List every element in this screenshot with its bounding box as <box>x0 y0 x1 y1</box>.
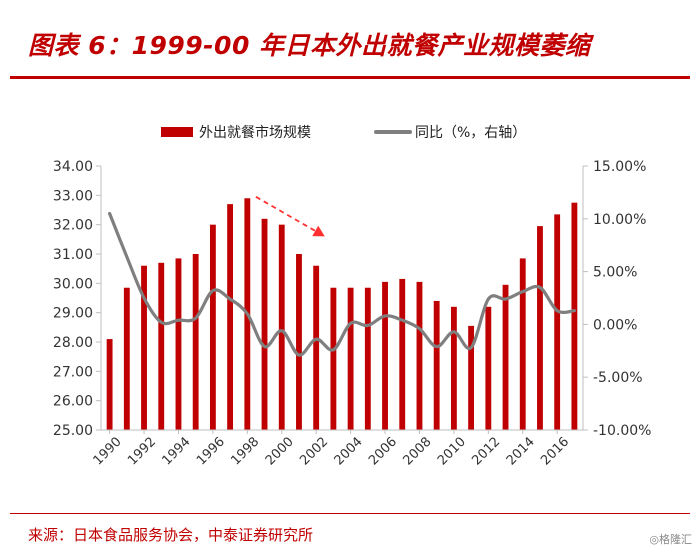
legend-bar-swatch <box>161 127 193 137</box>
x-tick-label: 1996 <box>194 434 228 468</box>
bar-2016 <box>554 214 561 430</box>
y-right-tick-label: 0.00% <box>593 317 637 333</box>
x-tick-label: 1992 <box>125 434 159 468</box>
axes-group <box>100 166 584 431</box>
x-tick-label: 1990 <box>91 434 125 468</box>
x-tick-label: 2004 <box>332 434 366 468</box>
watermark: ◎格隆汇 <box>649 533 692 546</box>
x-tick-label: 2008 <box>401 434 435 468</box>
page-title: 图表 6：1999-00 年日本外出就餐产业规模萎缩 <box>28 31 591 60</box>
x-tick-label: 2012 <box>469 434 503 468</box>
y-left-tick-label: 28.00 <box>53 335 93 351</box>
bar-2001 <box>296 254 302 430</box>
bar-1995 <box>192 254 199 430</box>
bar-1991 <box>123 287 130 430</box>
legend-bar-label: 外出就餐市场规模 <box>199 124 311 141</box>
x-tick-label: 1998 <box>228 434 262 468</box>
trend-arrow-head <box>312 225 325 237</box>
footer-divider <box>10 513 690 514</box>
x-tick-label: 2006 <box>366 434 400 468</box>
bar-1992 <box>141 265 147 430</box>
bar-2005 <box>364 287 371 430</box>
y-right-tick-label: 15.00% <box>593 159 646 175</box>
x-ticks: 1990 1992 1994 1996 1998 2000 2002 2004 2006 2008… <box>91 430 572 468</box>
y-right-tick-label: -5.00% <box>593 370 643 386</box>
x-tick-label: 2016 <box>538 434 572 468</box>
x-tick-label: 1994 <box>160 434 194 468</box>
trend-arrow-line <box>255 196 316 232</box>
bar-2010 <box>450 306 457 430</box>
bar-2015 <box>537 226 543 430</box>
bar-1997 <box>227 204 234 430</box>
legend-line-label: 同比（%，右轴） <box>415 125 526 141</box>
legend: 外出就餐市场规模 同比（%，右轴） <box>161 124 526 141</box>
bar-1990 <box>106 339 113 430</box>
bar-2009 <box>433 300 440 430</box>
x-tick-label: 2014 <box>504 434 538 468</box>
x-tick-label: 2002 <box>297 434 331 468</box>
bar-1999 <box>261 218 268 430</box>
bar-2006 <box>382 281 388 430</box>
bar-2013 <box>502 284 509 430</box>
x-tick-label: 2000 <box>263 434 297 468</box>
x-tick-label: 2010 <box>435 434 469 468</box>
source-note: 来源：日本食品服务协会，中泰证券研究所 <box>28 526 314 544</box>
y-left-tick-label: 26.00 <box>53 394 93 410</box>
bar-2011 <box>468 325 475 430</box>
bar-1993 <box>158 262 165 430</box>
title-divider <box>10 76 690 79</box>
bar-1994 <box>175 258 182 430</box>
bar-2002 <box>313 265 320 430</box>
y-left-tick-label: 30.00 <box>53 276 93 292</box>
y-left-tick-label: 34.00 <box>53 159 93 175</box>
line-layer <box>108 211 576 357</box>
y-right-tick-label: -10.00% <box>593 423 651 439</box>
bar-2003 <box>330 287 337 430</box>
bar-2000 <box>278 224 285 430</box>
bar-2017 <box>571 202 578 430</box>
bars-group <box>106 198 578 430</box>
y-right-tick-label: 5.00% <box>593 265 637 281</box>
y-left-tick-label: 33.00 <box>53 188 93 204</box>
bar-2004 <box>347 287 354 430</box>
bar-2012 <box>485 306 492 430</box>
annotation-layer <box>255 196 325 237</box>
y-right-tick-label: 10.00% <box>593 212 646 228</box>
yoy-line <box>108 211 576 357</box>
y-left-tick-label: 25.00 <box>53 423 93 439</box>
y-left-tick-label: 29.00 <box>53 306 93 322</box>
bar-1996 <box>209 224 216 430</box>
y-left-ticks: 34.00 33.00 32.00 31.00 30.00 29.00 28.00 27.00… <box>53 159 101 439</box>
y-left-tick-label: 27.00 <box>53 364 93 380</box>
y-left-tick-label: 31.00 <box>53 247 93 263</box>
y-left-tick-label: 32.00 <box>53 218 93 234</box>
bar-2008 <box>416 281 423 430</box>
bar-2007 <box>399 278 406 430</box>
bar-2014 <box>519 258 526 430</box>
y-right-ticks: 15.00% 10.00% 5.00% 0.00% -5.00% -10.00% <box>583 159 651 439</box>
